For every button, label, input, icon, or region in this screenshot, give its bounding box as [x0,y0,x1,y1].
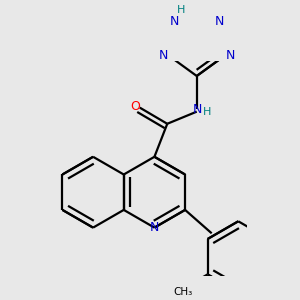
Text: H: H [203,107,212,117]
Text: CH₃: CH₃ [173,287,193,297]
Text: O: O [130,100,140,113]
Text: N: N [226,49,235,62]
Text: H: H [177,5,185,15]
Text: N: N [214,15,224,28]
Text: N: N [169,15,179,28]
Text: N: N [193,103,202,116]
Text: N: N [159,49,168,62]
Text: N: N [150,221,159,234]
